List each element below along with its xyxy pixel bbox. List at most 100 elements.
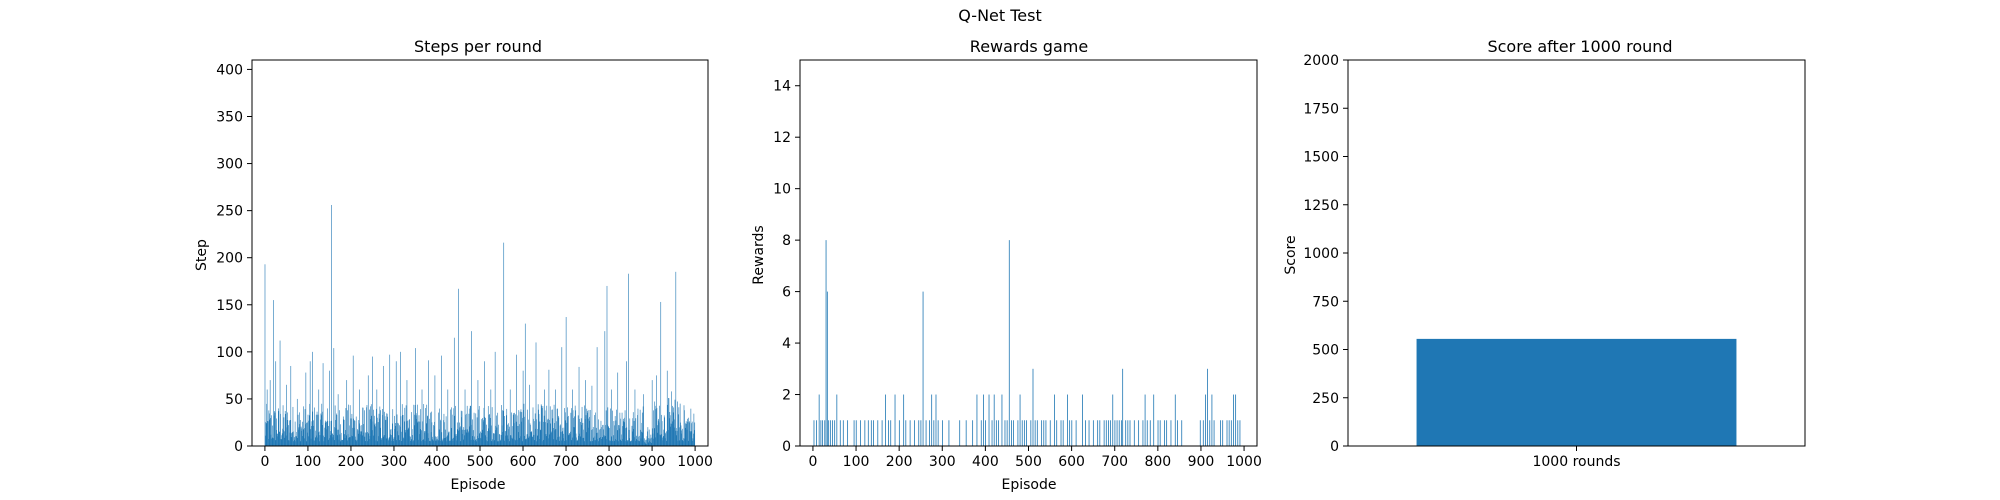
steps-bar [423, 439, 424, 446]
steps-bar [441, 355, 442, 446]
steps-bar [520, 409, 522, 446]
steps-bar [665, 434, 667, 446]
steps-bar [378, 413, 380, 446]
steps-bar [468, 431, 469, 446]
rewards-bar [1112, 394, 1114, 446]
rewards-bar [914, 420, 915, 446]
steps-bar [367, 375, 369, 446]
rewards-bar [825, 240, 827, 446]
steps-bar [324, 422, 326, 446]
rewards-bar [1116, 420, 1118, 446]
steps-bar [675, 271, 677, 446]
steps-bar [265, 423, 267, 446]
steps-bar [391, 435, 393, 446]
steps-bar [359, 389, 360, 446]
steps-bar [610, 440, 612, 446]
steps-bar [373, 435, 375, 446]
steps-bar [290, 437, 292, 446]
rewards-bar [1067, 394, 1068, 446]
steps-bar [527, 419, 529, 446]
steps-bar [310, 438, 312, 446]
x-tick-label: 700 [553, 454, 580, 470]
steps-bar [561, 347, 563, 446]
steps-bar [364, 436, 366, 446]
steps-bar [511, 412, 512, 446]
steps-bar [576, 437, 577, 446]
steps-bar [414, 425, 415, 446]
steps-bar [398, 435, 400, 446]
steps-bar [538, 409, 539, 446]
steps-bar [567, 416, 569, 446]
steps-bar [577, 440, 578, 446]
steps-bar [504, 430, 506, 446]
steps-bar [357, 429, 358, 446]
steps-bar [668, 398, 670, 446]
steps-bar [328, 438, 330, 446]
rewards-bar [1019, 394, 1021, 446]
rewards-bar [1034, 420, 1036, 446]
steps-bar [462, 429, 464, 446]
steps-bar [303, 438, 305, 446]
steps-bar [424, 431, 425, 446]
steps-bar [272, 437, 274, 446]
steps-bar [273, 415, 275, 446]
steps-bar [296, 436, 297, 446]
steps-bar [583, 441, 585, 446]
steps-bar [593, 440, 595, 446]
steps-bar [270, 418, 271, 446]
steps-bar [429, 418, 430, 446]
steps-bar [342, 439, 343, 446]
steps-bar [477, 380, 479, 446]
rewards-bar [1239, 420, 1241, 446]
steps-bar [584, 419, 586, 446]
steps-bar [693, 433, 694, 446]
steps-bar [598, 419, 599, 446]
steps-bar [456, 433, 458, 446]
steps-bar [641, 422, 643, 446]
steps-bar [493, 440, 495, 446]
steps-bar [309, 415, 310, 446]
steps-bar [603, 435, 605, 446]
chart-1-axes: 0 50 100 150 200 250 300 350 400 0 100 200 300 400 500… [216, 59, 713, 470]
steps-bar [305, 424, 306, 446]
steps-bar [555, 429, 557, 446]
steps-bar [484, 435, 486, 446]
steps-bar [516, 415, 518, 446]
steps-bar [544, 389, 545, 446]
steps-bar [546, 436, 547, 446]
steps-bar [401, 404, 403, 446]
steps-bar [387, 416, 388, 446]
steps-bar [489, 430, 491, 446]
steps-bar [278, 408, 279, 446]
steps-bar [440, 421, 442, 446]
steps-bar [573, 417, 574, 446]
steps-bar [558, 440, 560, 446]
steps-bar [487, 431, 488, 446]
steps-bar [666, 431, 667, 446]
steps-bar [428, 437, 430, 446]
steps-bar [395, 423, 396, 446]
steps-bar [654, 428, 655, 446]
steps-bar [444, 429, 446, 446]
rewards-bar [828, 420, 830, 446]
steps-bar [493, 433, 494, 446]
steps-bar [301, 428, 303, 446]
steps-bar [353, 427, 355, 446]
steps-bar [292, 431, 293, 446]
steps-bar [330, 420, 332, 446]
steps-bar [453, 408, 455, 446]
steps-bar [545, 422, 546, 446]
steps-bar [351, 435, 352, 446]
steps-bar [344, 437, 346, 446]
chart-1-title: Steps per round [414, 37, 542, 56]
rewards-bar [824, 420, 826, 446]
rewards-bar [1110, 420, 1111, 446]
steps-bar [632, 431, 633, 446]
y-tick-label: 2000 [1303, 53, 1339, 69]
steps-bar [358, 423, 360, 446]
x-tick-label: 1000 [1226, 454, 1262, 470]
steps-bar [607, 407, 609, 446]
steps-bar [404, 421, 405, 446]
steps-bar [517, 426, 519, 446]
steps-bar [362, 407, 363, 446]
